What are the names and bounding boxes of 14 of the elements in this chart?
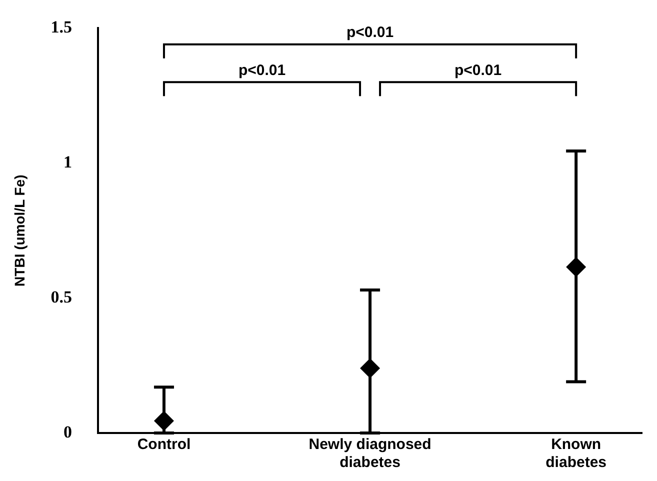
annotation: p<0.01 bbox=[454, 62, 502, 79]
y-tick-label: 0.5 bbox=[50, 287, 72, 306]
point bbox=[360, 358, 380, 378]
point bbox=[566, 257, 586, 278]
x-tick-label: Control bbox=[137, 436, 191, 454]
annotation: p<0.01 bbox=[238, 62, 286, 79]
y-tick-label: 0 bbox=[64, 422, 72, 442]
y-tick-label: 1 bbox=[64, 152, 72, 172]
y-tick-label: 1.5 bbox=[50, 18, 72, 37]
x-tick-label: Known diabetes bbox=[546, 436, 606, 472]
point bbox=[154, 410, 174, 431]
annotation: p<0.01 bbox=[346, 24, 394, 42]
x-tick-label: Newly diagnosed diabetes bbox=[308, 436, 432, 472]
y-axis-title: NTBI (umol/L Fe) bbox=[11, 174, 28, 286]
